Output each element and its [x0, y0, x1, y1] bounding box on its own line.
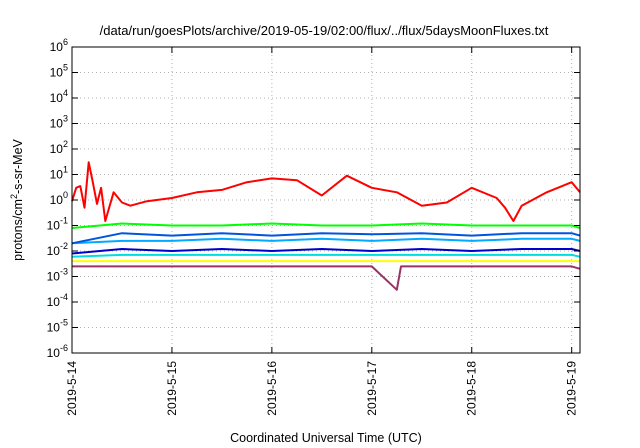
y-tick-label: 103 — [50, 114, 68, 131]
x-tick-label: 2019-5-16 — [265, 361, 279, 416]
series-line — [71, 248, 581, 255]
x-axis-ticks: 2019-5-14 2019-5-15 2019-5-16 2019-5-17 2019… — [65, 47, 579, 416]
y-axis-label: protons/cm2-s-sr-MeV — [9, 138, 25, 260]
x-tick-label: 2019-5-17 — [365, 361, 379, 416]
series-line — [71, 161, 581, 222]
y-tick-label: 10-2 — [47, 241, 68, 258]
y-tick-label: 106 — [50, 37, 68, 54]
y-tick-label: 10-6 — [47, 343, 68, 360]
x-axis-label: Coordinated Universal Time (UTC) — [230, 431, 422, 445]
y-tick-label: 101 — [50, 165, 68, 182]
x-tick-label: 2019-5-19 — [565, 361, 579, 416]
x-tick-label: 2019-5-18 — [465, 361, 479, 416]
x-tick-label: 2019-5-15 — [165, 361, 179, 416]
x-tick-label: 2019-5-14 — [65, 361, 79, 416]
series-line — [72, 265, 581, 291]
y-axis-ticks: 10-6 10-5 10-4 10-3 10-2 10-1 100 101 102 103 104 1… — [47, 37, 580, 360]
series-line — [71, 253, 581, 258]
y-tick-label: 104 — [50, 88, 68, 105]
series-line — [71, 237, 581, 245]
series-layer — [71, 161, 581, 291]
y-tick-label: 10-1 — [47, 216, 68, 233]
y-tick-label: 10-5 — [47, 318, 68, 335]
series-line — [71, 222, 581, 229]
chart-title: /data/run/goesPlots/archive/2019-05-19/0… — [100, 23, 549, 38]
y-tick-label: 10-4 — [47, 292, 68, 309]
y-tick-label: 10-3 — [47, 267, 68, 284]
y-tick-label: 105 — [50, 63, 68, 80]
series-line — [71, 232, 581, 245]
y-tick-label: 100 — [50, 190, 68, 207]
gridlines — [71, 47, 580, 353]
y-tick-label: 102 — [50, 139, 68, 156]
